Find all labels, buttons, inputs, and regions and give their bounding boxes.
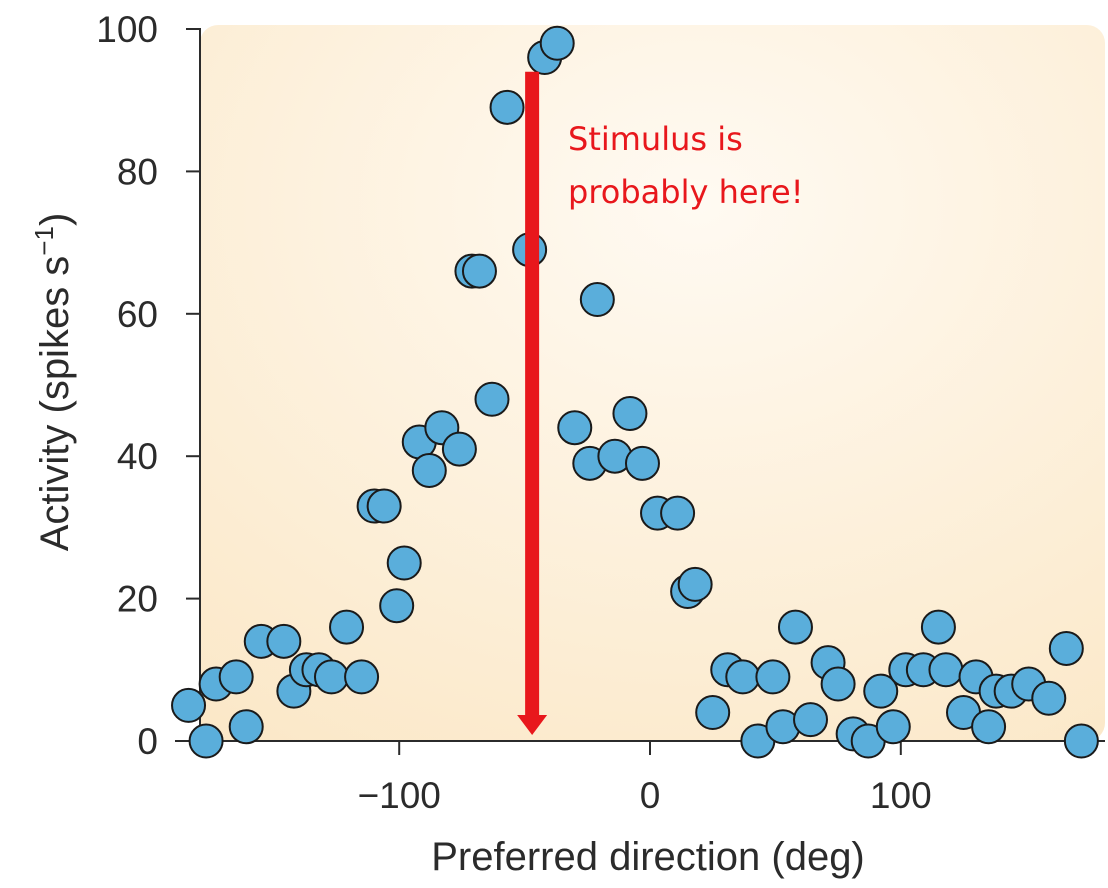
data-point — [777, 609, 813, 645]
data-point — [1063, 723, 1099, 759]
plot-background — [200, 25, 1105, 741]
data-point — [441, 431, 477, 467]
y-axis-label-close: ) — [33, 213, 77, 226]
data-point — [725, 659, 761, 695]
y-tick-label: 60 — [117, 294, 158, 335]
data-point — [461, 253, 497, 289]
data-point — [539, 25, 575, 61]
data-point — [228, 709, 264, 745]
arrow-head — [517, 715, 548, 735]
data-points — [171, 25, 1099, 759]
x-tick-label: 100 — [870, 775, 932, 816]
y-tick-label: 40 — [117, 436, 158, 477]
data-point — [366, 488, 402, 524]
data-point — [329, 609, 365, 645]
y-axis-label-superscript: −1 — [29, 226, 59, 256]
data-point — [266, 623, 302, 659]
data-point — [920, 609, 956, 645]
data-point — [386, 545, 422, 581]
data-point — [313, 659, 349, 695]
data-point — [218, 659, 254, 695]
data-point — [1031, 680, 1067, 716]
data-point — [971, 709, 1007, 745]
data-point — [793, 702, 829, 738]
data-point — [411, 452, 447, 488]
y-axis-label-main: Activity (spikes s — [33, 256, 77, 552]
data-point — [1048, 630, 1084, 666]
y-tick-label: 80 — [117, 151, 158, 192]
data-point — [695, 695, 731, 731]
data-point — [489, 89, 525, 125]
y-ticks: 0 20 40 60 80 100 — [96, 9, 200, 762]
axes — [175, 28, 1105, 742]
annotation-line-2: probably here! — [568, 173, 804, 211]
data-point — [171, 687, 207, 723]
x-axis-label: Preferred direction (deg) — [431, 835, 865, 879]
data-point — [863, 673, 899, 709]
data-point — [755, 659, 791, 695]
y-tick-label: 0 — [137, 721, 158, 762]
data-point — [612, 395, 648, 431]
y-tick-label: 100 — [96, 9, 158, 50]
annotation: Stimulus is probably here! — [517, 71, 804, 735]
data-point — [344, 659, 380, 695]
data-point — [660, 495, 696, 531]
data-point — [928, 652, 964, 688]
data-point — [624, 445, 660, 481]
annotation-line-1: Stimulus is — [568, 120, 743, 158]
y-tick-label: 20 — [117, 579, 158, 620]
data-point — [379, 588, 415, 624]
x-tick-label: 0 — [640, 775, 661, 816]
data-point — [474, 381, 510, 417]
x-ticks: −100 0 100 — [358, 741, 932, 816]
data-point — [677, 566, 713, 602]
data-point — [579, 282, 615, 318]
data-point — [820, 666, 856, 702]
data-point — [875, 709, 911, 745]
x-tick-label: −100 — [358, 775, 441, 816]
data-point — [557, 410, 593, 446]
data-point — [188, 723, 224, 759]
y-axis-label: Activity (spikes s−1) — [29, 213, 77, 552]
